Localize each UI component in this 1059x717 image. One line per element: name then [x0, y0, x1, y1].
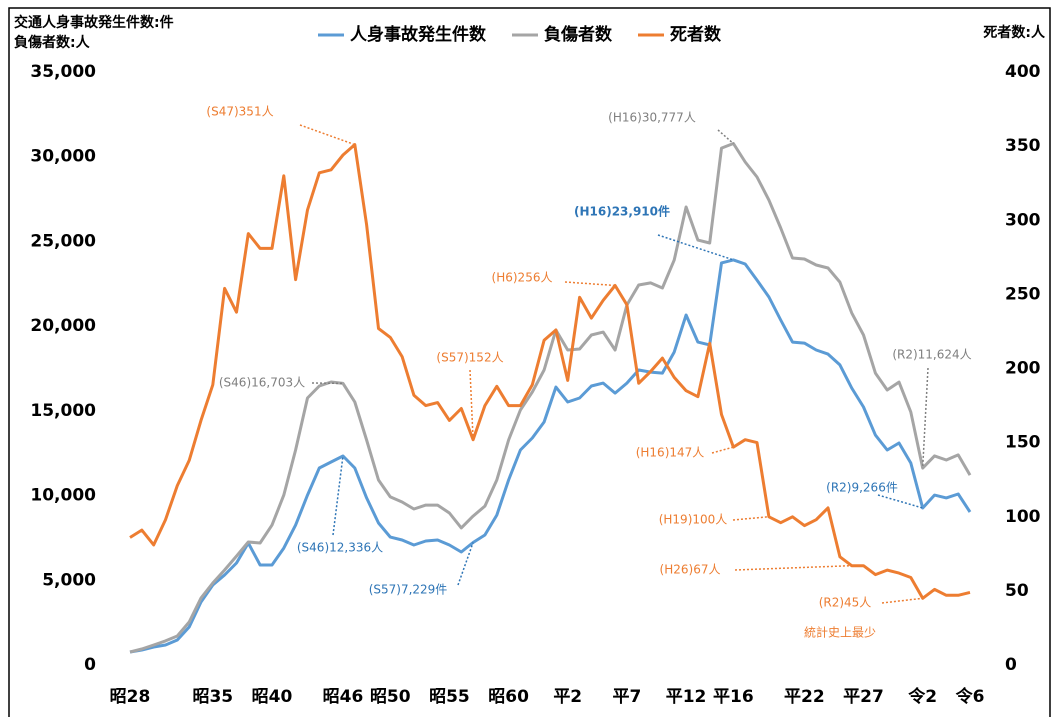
y-tick-label: 25,000 — [30, 231, 96, 251]
annotation: (S57)152人 — [436, 351, 503, 365]
annotation: (H16)23,910件 — [574, 204, 670, 219]
annotation: (H26)67人 — [660, 563, 721, 577]
annotation-leader — [732, 516, 769, 521]
y2-tick-label: 150 — [1005, 433, 1041, 453]
annotation-leader — [299, 124, 356, 146]
y-tick-label: 0 — [84, 655, 96, 675]
annotation: (H19)100人 — [659, 513, 728, 527]
x-tick-label: 昭46 — [323, 687, 364, 707]
x-tick-label: 昭28 — [110, 687, 151, 707]
series-line — [129, 258, 972, 654]
annotation: (S47)351人 — [206, 105, 273, 119]
x-tick-label: 昭50 — [370, 687, 411, 707]
x-tick-label: 平27 — [843, 687, 884, 707]
annotation-leader — [332, 455, 344, 536]
y-tick-label: 35,000 — [30, 62, 96, 82]
x-tick-label: 平7 — [612, 687, 641, 707]
x-tick-label: 昭55 — [429, 687, 470, 707]
x-tick-label: 平16 — [713, 687, 754, 707]
annotation-leader — [717, 129, 734, 145]
annotation-leader — [734, 564, 852, 571]
annotation: (S57)7,229件 — [369, 583, 448, 597]
annotation: (S46)12,336人 — [297, 541, 383, 555]
x-tick-label: 平2 — [553, 687, 582, 707]
y-tick-label: 20,000 — [30, 316, 96, 336]
x-tick-label: 平12 — [666, 687, 707, 707]
legend-label: 負傷者数 — [544, 24, 613, 45]
x-tick-label: 昭60 — [488, 687, 529, 707]
legend-label: 死者数 — [670, 24, 722, 45]
annotation-leader — [457, 542, 474, 586]
annotation-leader — [877, 494, 923, 509]
annotation: (H16)30,777人 — [608, 111, 696, 125]
annotation: (H16)147人 — [636, 446, 705, 460]
annotation: (R2)11,624人 — [892, 348, 971, 362]
annotation: (R2)9,266件 — [826, 481, 898, 495]
annotation-leader — [921, 367, 929, 469]
annotation: (H6)256人 — [492, 271, 553, 285]
annotation: (S46)16,703人 — [219, 376, 305, 390]
y2-tick-label: 250 — [1005, 284, 1041, 304]
y-tick-label: 10,000 — [30, 486, 96, 506]
x-tick-label: 平22 — [784, 687, 825, 707]
legend-label: 人身事故発生件数 — [350, 24, 487, 45]
annotation: (R2)45人 — [819, 596, 872, 610]
y-axis-label: 交通人身事故発生件数:件 — [14, 14, 174, 31]
x-tick-label: 昭35 — [192, 687, 233, 707]
chart-border — [8, 7, 1051, 717]
x-tick-label: 令2 — [908, 686, 937, 707]
series-line — [129, 142, 972, 654]
y-axis-label: 負傷者数:人 — [14, 34, 91, 51]
x-tick-label: 令6 — [956, 686, 985, 707]
annotation-leader — [881, 597, 923, 604]
y2-tick-label: 200 — [1005, 359, 1041, 379]
y-tick-label: 15,000 — [30, 401, 96, 421]
y2-tick-label: 50 — [1005, 581, 1029, 601]
annotation-leader — [711, 446, 734, 454]
y2-axis-label: 死者数:人 — [982, 24, 1046, 41]
y2-tick-label: 350 — [1005, 136, 1041, 156]
series-line — [129, 143, 971, 600]
annotation-leader — [564, 281, 616, 287]
y2-tick-label: 300 — [1005, 210, 1041, 230]
annotation-leader — [657, 234, 734, 261]
y2-tick-label: 0 — [1005, 655, 1017, 675]
y2-tick-label: 400 — [1005, 62, 1041, 82]
y-tick-label: 5,000 — [42, 570, 96, 590]
annotation: 統計史上最少 — [804, 625, 876, 640]
y2-tick-label: 100 — [1005, 507, 1041, 527]
x-tick-label: 昭40 — [252, 687, 293, 707]
y-tick-label: 30,000 — [30, 147, 96, 167]
